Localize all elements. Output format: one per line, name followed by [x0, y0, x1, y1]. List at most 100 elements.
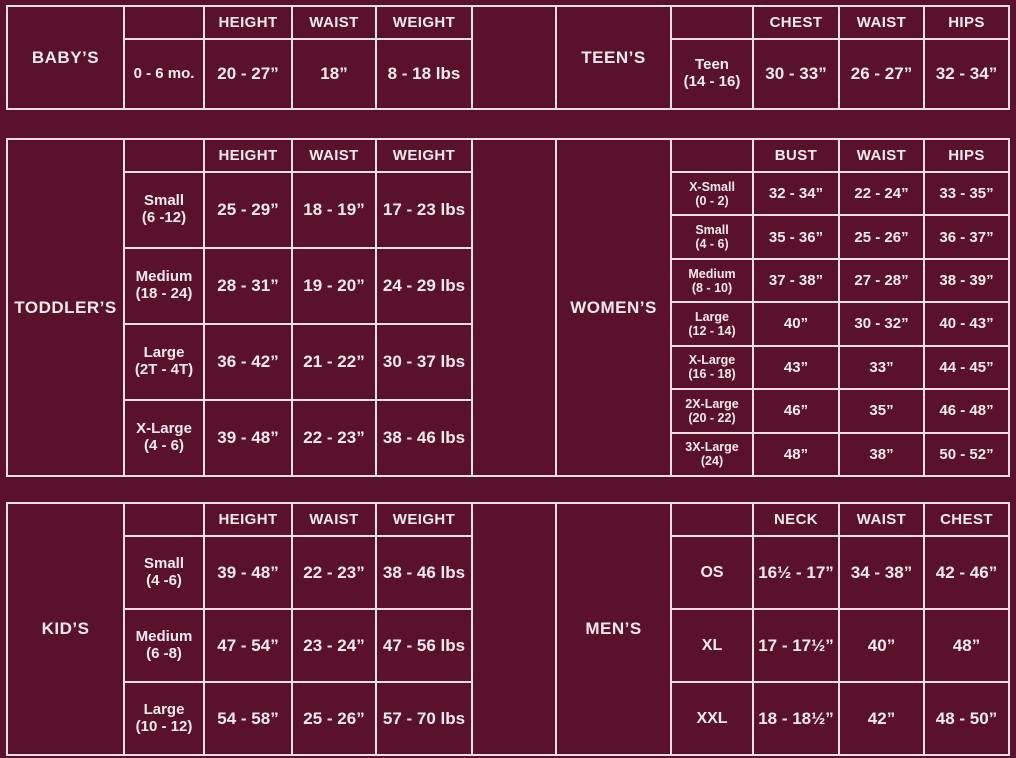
- value-cell: 22 - 24”: [838, 170, 925, 217]
- size-label: XL: [670, 608, 754, 683]
- value-cell: 42 - 46”: [923, 535, 1010, 610]
- table-row: OS 16½ - 17” 34 - 38” 42 - 46”: [556, 535, 1010, 610]
- table-row: Medium (6 -8) 47 - 54” 23 - 24” 47 - 56 l…: [7, 608, 473, 683]
- value-cell: 54 - 58”: [203, 681, 293, 756]
- value-cell: 32 - 34”: [923, 38, 1010, 110]
- size-label: Small (6 -12): [123, 171, 205, 249]
- band-spacer: [473, 502, 555, 756]
- table-row: Large (2T - 4T) 36 - 42” 21 - 22” 30 - 37…: [7, 323, 473, 401]
- size-column-header: [123, 5, 205, 40]
- value-cell: 23 - 24”: [291, 608, 377, 683]
- column-header-neck: NECK: [752, 502, 840, 537]
- size-label: Large (12 - 14): [670, 301, 754, 347]
- table-row: XL 17 - 17½” 40” 48”: [556, 608, 1010, 683]
- section-label-mens: MEN’S: [555, 502, 672, 756]
- value-cell: 48”: [752, 431, 840, 478]
- column-header-hips: HIPS: [923, 138, 1010, 173]
- size-label: Large (2T - 4T): [123, 323, 205, 401]
- band-spacer: [473, 5, 555, 110]
- womens-table: WOMEN’S BUST WAIST HIPS X-Small (0 - 2) 3…: [555, 138, 1010, 478]
- table-row: Large (12 - 14) 40” 30 - 32” 40 - 43”: [556, 301, 1010, 347]
- value-cell: 40”: [838, 608, 925, 683]
- size-label: Medium (18 - 24): [123, 247, 205, 325]
- table-row: Small (4 -6) 39 - 48” 22 - 23” 38 - 46 lb…: [7, 535, 473, 610]
- column-header-bust: BUST: [752, 138, 840, 173]
- size-column-header: [123, 502, 205, 537]
- table-row: Teen (14 - 16) 30 - 33” 26 - 27” 32 - 34”: [556, 38, 1010, 110]
- value-cell: 48”: [923, 608, 1010, 683]
- size-label: 0 - 6 mo.: [123, 38, 205, 110]
- column-header-waist: WAIST: [291, 502, 377, 537]
- value-cell: 42”: [838, 681, 925, 756]
- babys-table: BABY’S HEIGHT WAIST WEIGHT 0 - 6 mo. 20 …: [6, 5, 473, 110]
- value-cell: 30 - 33”: [752, 38, 840, 110]
- value-cell: 21 - 22”: [291, 323, 377, 401]
- size-label: XXL: [670, 681, 754, 756]
- value-cell: 30 - 37 lbs: [375, 323, 473, 401]
- column-header-weight: WEIGHT: [375, 138, 473, 173]
- section-label-babys: BABY’S: [6, 5, 125, 110]
- table-row: 3X-Large (24) 48” 38” 50 - 52”: [556, 431, 1010, 478]
- value-cell: 32 - 34”: [752, 170, 840, 217]
- value-cell: 36 - 42”: [203, 323, 293, 401]
- value-cell: 8 - 18 lbs: [375, 38, 473, 110]
- size-label: Small (4 -6): [123, 535, 205, 610]
- table-row: 2X-Large (20 - 22) 46” 35” 46 - 48”: [556, 388, 1010, 434]
- value-cell: 47 - 54”: [203, 608, 293, 683]
- value-cell: 57 - 70 lbs: [375, 681, 473, 756]
- value-cell: 25 - 26”: [291, 681, 377, 756]
- teens-table: TEEN’S CHEST WAIST HIPS Teen (14 - 16) 30…: [555, 5, 1010, 110]
- size-label: Medium (8 - 10): [670, 257, 754, 304]
- section-label-teens: TEEN’S: [555, 5, 672, 110]
- section-label-womens: WOMEN’S: [555, 138, 672, 477]
- size-label: OS: [670, 535, 754, 610]
- column-header-waist: WAIST: [838, 138, 925, 173]
- value-cell: 47 - 56 lbs: [375, 608, 473, 683]
- section-divider: [6, 110, 1016, 138]
- size-label: X-Large (4 - 6): [123, 399, 205, 477]
- size-chart: BABY’S HEIGHT WAIST WEIGHT 0 - 6 mo. 20 …: [6, 5, 1016, 756]
- size-label: 2X-Large (20 - 22): [670, 388, 754, 434]
- column-header-weight: WEIGHT: [375, 502, 473, 537]
- table-row: 0 - 6 mo. 20 - 27” 18” 8 - 18 lbs: [7, 38, 473, 110]
- band-baby-teen: BABY’S HEIGHT WAIST WEIGHT 0 - 6 mo. 20 …: [6, 5, 1016, 110]
- value-cell: 18”: [291, 38, 377, 110]
- value-cell: 27 - 28”: [838, 257, 925, 304]
- mens-table: MEN’S NECK WAIST CHEST OS 16½ - 17” 34 -…: [555, 502, 1010, 756]
- column-header-hips: HIPS: [923, 5, 1010, 40]
- value-cell: 37 - 38”: [752, 257, 840, 304]
- value-cell: 40”: [752, 301, 840, 347]
- table-row: X-Small (0 - 2) 32 - 34” 22 - 24” 33 - 35…: [556, 170, 1010, 217]
- size-label: 3X-Large (24): [670, 431, 754, 478]
- value-cell: 40 - 43”: [923, 301, 1010, 347]
- size-column-header: [670, 502, 754, 537]
- size-column-header: [123, 138, 205, 173]
- value-cell: 28 - 31”: [203, 247, 293, 325]
- value-cell: 46”: [752, 388, 840, 434]
- value-cell: 50 - 52”: [923, 431, 1010, 478]
- table-row: Small (6 -12) 25 - 29” 18 - 19” 17 - 23 l…: [7, 171, 473, 249]
- value-cell: 33 - 35”: [923, 170, 1010, 217]
- value-cell: 18 - 19”: [291, 171, 377, 249]
- band-toddler-women: TODDLER’S HEIGHT WAIST WEIGHT Small (6 -1…: [6, 138, 1016, 478]
- value-cell: 25 - 29”: [203, 171, 293, 249]
- column-header-chest: CHEST: [752, 5, 840, 40]
- size-label: Large (10 - 12): [123, 681, 205, 756]
- value-cell: 24 - 29 lbs: [375, 247, 473, 325]
- size-label: Teen (14 - 16): [670, 38, 754, 110]
- column-header-height: HEIGHT: [203, 138, 293, 173]
- size-column-header: [670, 138, 754, 173]
- table-row: X-Large (16 - 18) 43” 33” 44 - 45”: [556, 344, 1010, 391]
- value-cell: 20 - 27”: [203, 38, 293, 110]
- value-cell: 38”: [838, 431, 925, 478]
- value-cell: 38 - 39”: [923, 257, 1010, 304]
- value-cell: 18 - 18½”: [752, 681, 840, 756]
- section-label-kids: KID’S: [6, 502, 125, 756]
- band-spacer: [473, 138, 555, 477]
- value-cell: 43”: [752, 344, 840, 391]
- table-row: Medium (18 - 24) 28 - 31” 19 - 20” 24 - 2…: [7, 247, 473, 325]
- size-label: Medium (6 -8): [123, 608, 205, 683]
- value-cell: 22 - 23”: [291, 535, 377, 610]
- value-cell: 17 - 17½”: [752, 608, 840, 683]
- column-header-waist: WAIST: [838, 502, 925, 537]
